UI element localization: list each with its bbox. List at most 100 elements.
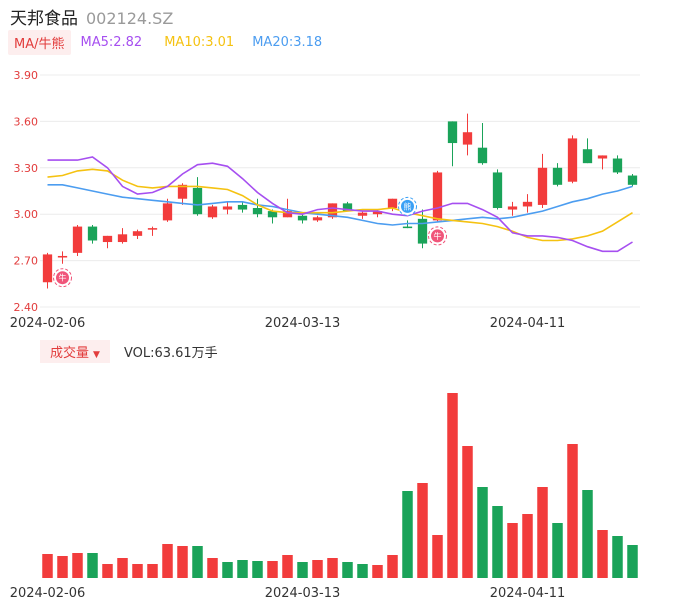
stock-code: 002124.SZ xyxy=(86,9,174,28)
bull-signal-label: 牛 xyxy=(434,231,442,241)
candle-body xyxy=(402,226,413,229)
volume-bar xyxy=(432,535,443,578)
ma-indicator-tag[interactable]: MA/牛熊 xyxy=(8,29,71,55)
volume-date-label: 2024-02-06 xyxy=(10,586,86,601)
candle-body xyxy=(252,208,263,215)
candle-body xyxy=(372,211,383,215)
candle-body xyxy=(312,217,323,221)
volume-bar xyxy=(87,553,98,578)
volume-bar xyxy=(147,564,158,578)
candle-body xyxy=(327,203,338,218)
candle-body xyxy=(552,167,563,185)
volume-bar xyxy=(207,558,218,578)
candle-body xyxy=(522,201,533,207)
volume-bar xyxy=(102,564,113,578)
stock-name: 天邦食品 xyxy=(10,9,78,29)
volume-bar xyxy=(327,558,338,578)
ma10-value: MA10:3.01 xyxy=(164,34,235,50)
bull-signal-label: 牛 xyxy=(59,273,67,283)
candle-body xyxy=(417,218,428,244)
candle-body xyxy=(627,175,638,185)
x-date-label: 2024-02-06 xyxy=(10,316,86,331)
volume-date-label: 2024-04-11 xyxy=(490,586,566,601)
candle-body xyxy=(147,228,158,230)
bear-signal-label: 熊 xyxy=(404,201,412,211)
candle-body xyxy=(237,204,248,210)
bull-signal-icon xyxy=(56,271,69,285)
x-date-label: 2024-04-11 xyxy=(490,316,566,331)
candle-body xyxy=(432,172,443,221)
candle-body xyxy=(132,231,143,236)
volume-bar xyxy=(462,446,473,578)
candle-body xyxy=(597,155,608,159)
bear-signal-icon xyxy=(401,199,414,213)
ma5-value: MA5:2.82 xyxy=(80,34,143,50)
candle-body xyxy=(342,203,353,212)
candle-body xyxy=(582,149,593,164)
volume-bar xyxy=(357,564,368,578)
volume-bar xyxy=(627,545,638,578)
y-tick-label: 3.90 xyxy=(14,69,39,82)
caret-down-icon: ▼ xyxy=(93,349,100,360)
volume-header: 成交量 ▼ VOL:63.61万手 xyxy=(40,339,218,363)
volume-bar xyxy=(387,555,398,578)
bull-signal-icon xyxy=(431,229,444,243)
ma-legend: MA/牛熊 MA5:2.82 MA10:3.01 MA20:3.18 xyxy=(8,29,323,55)
volume-bar xyxy=(552,523,563,578)
volume-bar xyxy=(507,523,518,578)
volume-bar xyxy=(177,546,188,578)
candle-body xyxy=(177,184,188,199)
volume-bar xyxy=(42,554,53,578)
volume-bar xyxy=(402,491,413,578)
candle-body xyxy=(267,211,278,218)
candle-body xyxy=(507,206,518,210)
candle-body xyxy=(57,255,68,258)
candle-body xyxy=(477,147,488,164)
candle-body xyxy=(537,167,548,205)
ma5-line xyxy=(47,156,633,253)
candle-body xyxy=(447,121,458,144)
ma10-line xyxy=(47,168,633,242)
volume-indicator-dropdown[interactable]: 成交量 ▼ xyxy=(40,339,110,363)
volume-bar xyxy=(267,561,278,578)
volume-bar xyxy=(237,560,248,578)
candle-body xyxy=(207,206,218,218)
candle-body xyxy=(72,226,83,253)
volume-bar xyxy=(57,556,68,578)
volume-tag-label: 成交量 xyxy=(50,345,90,361)
volume-value: VOL:63.61万手 xyxy=(123,345,218,361)
volume-bar xyxy=(492,506,503,578)
volume-bar xyxy=(612,536,623,578)
stock-header: 天邦食品 002124.SZ xyxy=(10,4,174,29)
ma20-value: MA20:3.18 xyxy=(252,34,323,50)
candle-body xyxy=(612,158,623,173)
candle-body xyxy=(192,187,203,215)
candle-body xyxy=(492,172,503,209)
volume-bar xyxy=(162,544,173,578)
volume-bar xyxy=(297,562,308,578)
candle-body xyxy=(387,198,398,209)
volume-bar xyxy=(192,546,203,578)
volume-bar xyxy=(117,558,128,578)
volume-bar xyxy=(132,564,143,578)
volume-bar xyxy=(342,562,353,578)
candle-body xyxy=(102,235,113,243)
volume-bar xyxy=(72,553,83,578)
candle-body xyxy=(297,215,308,221)
volume-bar xyxy=(567,444,578,578)
volume-bar xyxy=(252,561,263,578)
candle-body xyxy=(462,132,473,145)
volume-bar xyxy=(597,530,608,578)
candle-body xyxy=(282,211,293,218)
volume-bar xyxy=(537,487,548,578)
y-tick-label: 3.60 xyxy=(14,115,39,128)
volume-bar xyxy=(282,555,293,578)
volume-bar xyxy=(372,565,383,578)
candle-body xyxy=(42,254,53,283)
ma20-line xyxy=(47,184,633,226)
candle-body xyxy=(567,138,578,182)
volume-bar xyxy=(417,483,428,578)
y-tick-label: 3.30 xyxy=(14,162,39,175)
volume-bar xyxy=(447,393,458,578)
